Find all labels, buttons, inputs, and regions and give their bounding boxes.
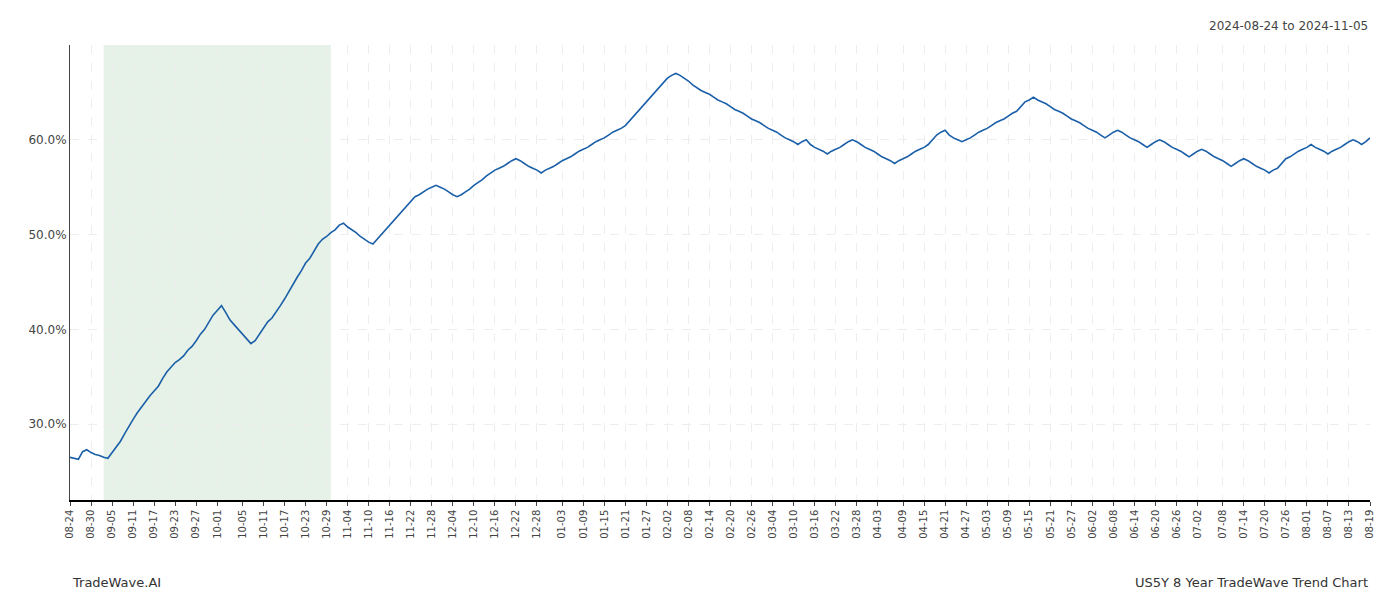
svg-text:10-23: 10-23 [300, 510, 311, 539]
svg-text:07-26: 07-26 [1280, 510, 1291, 539]
svg-text:04-27: 04-27 [960, 510, 971, 539]
svg-text:04-21: 04-21 [939, 510, 950, 539]
svg-text:05-03: 05-03 [981, 510, 992, 539]
svg-text:08-30: 08-30 [85, 510, 96, 539]
svg-text:07-08: 07-08 [1217, 510, 1228, 539]
svg-text:09-11: 09-11 [127, 510, 138, 539]
svg-text:12-10: 12-10 [468, 510, 479, 539]
svg-text:04-03: 04-03 [872, 510, 883, 539]
svg-text:08-01: 08-01 [1301, 510, 1312, 539]
svg-text:09-27: 09-27 [190, 510, 201, 539]
svg-text:11-22: 11-22 [405, 510, 416, 539]
svg-text:01-27: 01-27 [641, 510, 652, 539]
svg-text:02-14: 02-14 [704, 510, 715, 539]
svg-text:40.0%: 40.0% [28, 323, 66, 337]
svg-text:11-16: 11-16 [384, 510, 395, 539]
svg-text:10-17: 10-17 [279, 510, 290, 539]
svg-text:06-20: 06-20 [1150, 510, 1161, 539]
svg-text:12-28: 12-28 [531, 510, 542, 539]
svg-text:08-19: 08-19 [1364, 510, 1375, 539]
svg-text:10-05: 10-05 [237, 510, 248, 539]
svg-text:50.0%: 50.0% [28, 228, 66, 242]
svg-text:09-05: 09-05 [106, 510, 117, 539]
svg-text:05-27: 05-27 [1066, 510, 1077, 539]
svg-text:02-20: 02-20 [725, 510, 736, 539]
svg-text:09-17: 09-17 [148, 510, 159, 539]
svg-text:08-13: 08-13 [1343, 510, 1354, 539]
svg-text:12-22: 12-22 [510, 510, 521, 539]
svg-text:06-26: 06-26 [1171, 510, 1182, 539]
svg-text:30.0%: 30.0% [28, 417, 66, 431]
svg-text:11-10: 11-10 [363, 510, 374, 539]
svg-text:07-02: 07-02 [1192, 510, 1203, 539]
svg-text:03-10: 03-10 [788, 510, 799, 539]
svg-text:08-07: 08-07 [1322, 510, 1333, 539]
svg-text:04-09: 04-09 [897, 510, 908, 539]
svg-text:03-04: 03-04 [767, 510, 778, 539]
svg-text:01-15: 01-15 [599, 510, 610, 539]
svg-text:10-11: 10-11 [258, 510, 269, 539]
svg-text:12-16: 12-16 [489, 510, 500, 539]
svg-text:05-15: 05-15 [1023, 510, 1034, 539]
svg-text:06-02: 06-02 [1087, 510, 1098, 539]
svg-text:US5Y 8 Year TradeWave Trend Ch: US5Y 8 Year TradeWave Trend Chart [1135, 575, 1368, 590]
svg-text:02-26: 02-26 [746, 510, 757, 539]
svg-text:06-08: 06-08 [1108, 510, 1119, 539]
svg-text:05-21: 05-21 [1045, 510, 1056, 539]
svg-text:01-21: 01-21 [620, 510, 631, 539]
svg-text:60.0%: 60.0% [28, 133, 66, 147]
svg-text:11-04: 11-04 [342, 510, 353, 539]
svg-text:10-29: 10-29 [321, 510, 332, 539]
svg-text:2024-08-24 to 2024-11-05: 2024-08-24 to 2024-11-05 [1209, 19, 1368, 33]
svg-text:01-03: 01-03 [556, 510, 567, 539]
svg-text:06-14: 06-14 [1129, 510, 1140, 539]
svg-text:07-20: 07-20 [1259, 510, 1270, 539]
svg-text:01-09: 01-09 [578, 510, 589, 539]
svg-text:TradeWave.AI: TradeWave.AI [72, 575, 161, 590]
svg-text:09-23: 09-23 [169, 510, 180, 539]
svg-text:07-14: 07-14 [1238, 510, 1249, 539]
svg-text:10-01: 10-01 [212, 510, 223, 539]
svg-text:03-22: 03-22 [830, 510, 841, 539]
svg-text:04-15: 04-15 [918, 510, 929, 539]
svg-text:02-02: 02-02 [662, 510, 673, 539]
svg-text:08-24: 08-24 [64, 510, 75, 539]
svg-text:03-16: 03-16 [809, 510, 820, 539]
svg-text:12-04: 12-04 [447, 510, 458, 539]
svg-text:11-28: 11-28 [426, 510, 437, 539]
svg-text:05-09: 05-09 [1002, 510, 1013, 539]
svg-text:03-28: 03-28 [851, 510, 862, 539]
svg-text:02-08: 02-08 [683, 510, 694, 539]
